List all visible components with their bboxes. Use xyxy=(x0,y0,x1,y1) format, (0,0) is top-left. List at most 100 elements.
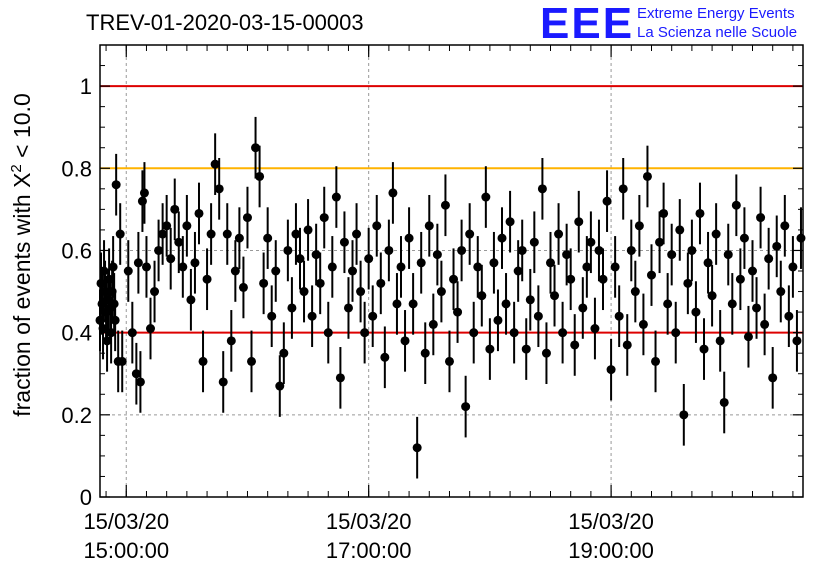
data-point xyxy=(154,219,164,282)
data-point xyxy=(630,260,640,323)
data-point xyxy=(307,285,317,348)
data-marker xyxy=(307,311,317,321)
data-point xyxy=(485,318,495,380)
data-point xyxy=(432,223,442,286)
data-marker xyxy=(574,217,584,227)
data-marker xyxy=(428,319,438,329)
data-marker xyxy=(760,319,770,329)
data-point xyxy=(574,190,584,253)
data-point xyxy=(372,194,382,257)
data-marker xyxy=(400,336,410,346)
data-point xyxy=(404,207,414,269)
x-tick-label-date: 15/03/20 xyxy=(326,509,412,534)
data-point xyxy=(267,285,277,348)
data-point xyxy=(139,162,149,224)
data-marker xyxy=(392,299,402,309)
data-point xyxy=(218,351,228,413)
data-point xyxy=(170,178,180,241)
data-marker xyxy=(222,229,232,239)
data-point xyxy=(541,322,551,384)
data-point xyxy=(752,277,762,339)
data-marker xyxy=(675,225,685,235)
data-marker xyxy=(311,250,321,260)
data-point xyxy=(348,240,358,302)
data-point xyxy=(525,268,535,331)
data-point xyxy=(291,203,301,265)
data-point xyxy=(529,211,539,274)
data-marker xyxy=(287,303,297,313)
data-point xyxy=(295,227,305,290)
data-point xyxy=(158,203,168,265)
data-marker xyxy=(158,229,168,239)
data-point xyxy=(582,236,592,298)
data-marker xyxy=(323,328,333,338)
data-point xyxy=(614,285,624,348)
data-marker xyxy=(162,221,172,231)
data-marker xyxy=(731,200,741,210)
data-point xyxy=(711,203,721,265)
data-point xyxy=(594,219,604,282)
data-marker xyxy=(137,196,147,206)
data-point xyxy=(739,207,749,269)
data-marker xyxy=(715,336,725,346)
data-marker xyxy=(291,229,301,239)
data-point xyxy=(634,194,644,257)
axis-layer: 0 0.2 0.4 0.6 0.8 1 15/03/20 15:00:00 15/03/20 17… xyxy=(61,45,803,563)
data-point xyxy=(141,236,151,298)
data-marker xyxy=(659,208,669,218)
data-marker xyxy=(756,213,766,223)
data-marker xyxy=(550,291,560,301)
data-layer xyxy=(95,116,806,479)
data-point xyxy=(493,289,503,352)
data-marker xyxy=(703,258,713,268)
data-point xyxy=(554,203,564,265)
data-point xyxy=(743,305,753,368)
data-marker xyxy=(141,262,151,272)
data-point xyxy=(110,289,120,352)
data-point xyxy=(131,342,141,405)
data-point xyxy=(392,273,402,335)
data-point xyxy=(517,219,527,282)
data-marker xyxy=(695,208,705,218)
data-point xyxy=(533,285,543,348)
data-marker xyxy=(412,443,422,453)
data-point xyxy=(671,301,681,364)
data-point xyxy=(453,281,463,343)
data-point xyxy=(760,293,770,356)
data-marker xyxy=(335,373,345,383)
data-marker xyxy=(133,258,143,268)
data-point xyxy=(776,260,786,323)
data-point xyxy=(521,318,531,380)
data-point xyxy=(327,236,337,298)
data-point xyxy=(364,227,374,290)
data-marker xyxy=(457,245,467,255)
data-point xyxy=(319,186,329,249)
data-marker xyxy=(234,233,244,243)
data-marker xyxy=(723,250,733,260)
x-tick-label-time: 19:00:00 xyxy=(568,538,654,563)
eee-logo: EEE Extreme Energy Events La Scienza nel… xyxy=(540,2,797,46)
data-point xyxy=(663,273,673,335)
data-point xyxy=(230,240,240,302)
data-point xyxy=(444,330,454,393)
data-point xyxy=(396,236,406,298)
y-axis-label: fraction of events with X2 < 10.0 xyxy=(8,93,35,417)
data-marker xyxy=(178,262,188,272)
y-tick-label: 0 xyxy=(80,485,92,510)
data-point xyxy=(226,310,236,372)
y-tick-label: 0.8 xyxy=(61,156,92,181)
data-marker xyxy=(263,233,273,243)
data-point xyxy=(558,301,568,364)
data-point xyxy=(428,293,438,356)
data-marker xyxy=(267,311,277,321)
data-point xyxy=(440,174,450,237)
data-marker xyxy=(747,266,757,276)
data-marker xyxy=(768,373,778,383)
data-marker xyxy=(123,266,133,276)
data-marker xyxy=(554,229,564,239)
data-point xyxy=(259,252,269,315)
data-marker xyxy=(671,328,681,338)
data-marker xyxy=(218,377,228,387)
data-marker xyxy=(477,291,487,301)
data-point xyxy=(287,277,297,339)
